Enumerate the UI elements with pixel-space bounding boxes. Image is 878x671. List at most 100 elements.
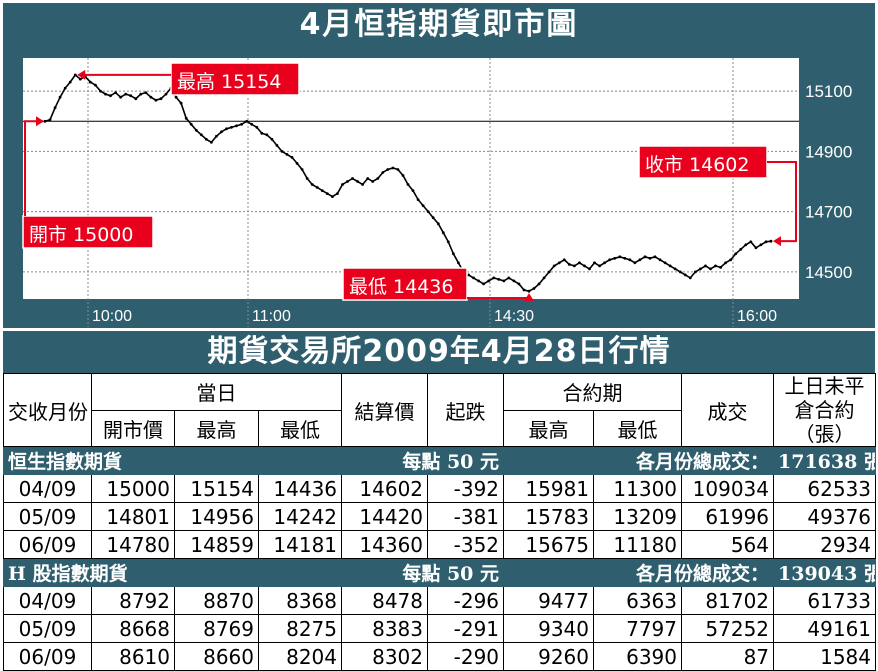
price-point (119, 95, 122, 99)
section-name: 恒生指數期貨 (2, 446, 343, 475)
price-point (749, 240, 753, 244)
table-cell: 9340 (503, 614, 595, 643)
price-point (623, 256, 627, 260)
price-point (386, 168, 390, 171)
price-point (729, 258, 733, 262)
close-box (638, 145, 768, 179)
price-point (189, 122, 193, 126)
price-point (376, 177, 380, 180)
price-point (578, 261, 581, 265)
price-point (583, 264, 586, 268)
price-point (502, 279, 506, 283)
price-point (356, 180, 359, 183)
close-arrowhead (773, 236, 781, 247)
price-point (633, 261, 637, 265)
price-point (381, 171, 385, 174)
price-point (215, 134, 218, 138)
table-cell: 15981 (503, 474, 595, 503)
header-low: 最低 (257, 409, 343, 447)
price-point (149, 95, 153, 99)
intraday-chart: 10:00 11:00 14:30 16:00 15100 14900 14700 14500… (22, 58, 852, 327)
price-point (482, 282, 485, 286)
price-point (704, 264, 707, 268)
price-point (608, 258, 612, 262)
price-point (411, 189, 415, 193)
price-point (73, 73, 77, 77)
price-point (109, 94, 112, 98)
table-cell: 8769 (174, 614, 259, 643)
price-point (512, 279, 516, 283)
price-point (497, 278, 501, 281)
table-cell: -296 (427, 586, 505, 615)
table-cell: 61733 (773, 586, 877, 615)
table-cell: 14780 (91, 530, 175, 559)
price-point (694, 270, 697, 274)
price-point (225, 127, 228, 131)
futures-table: 交收月份 當日 結算價 起跌 合約期 成交 上日未平倉合約（張） 開市價 最高 … (2, 373, 877, 671)
table-title: 期貨交易所2009年4月28日行情 (3, 331, 875, 373)
price-point (709, 267, 712, 271)
price-point (204, 137, 208, 141)
row-month: 05/09 (3, 614, 92, 643)
price-point (537, 282, 541, 286)
price-point (43, 119, 47, 123)
header-settle: 結算價 (341, 373, 429, 447)
table-cell: 61996 (681, 502, 775, 531)
price-point (68, 80, 72, 84)
price-point (63, 86, 67, 90)
price-point (310, 183, 314, 186)
price-point (643, 255, 647, 259)
open-label: 開市 15000 (29, 224, 133, 246)
price-point (653, 255, 657, 259)
price-point (174, 95, 178, 99)
price-point (492, 276, 496, 280)
close-label: 收市 14602 (645, 154, 749, 176)
price-point (104, 92, 107, 96)
table-cell: 7797 (593, 614, 683, 643)
section-unit: 每點 50 元 (341, 558, 505, 587)
table-cell: 2934 (773, 530, 877, 559)
price-point (557, 261, 561, 265)
price-point (270, 137, 274, 141)
price-point (235, 124, 239, 128)
table-row: 04/09 15000 15154 14436 14602 -392 15981 11300 1… (3, 474, 877, 503)
low-box (342, 267, 468, 301)
price-point (426, 210, 430, 214)
price-point (598, 264, 601, 268)
price-point (336, 192, 339, 196)
price-point (48, 118, 52, 122)
high-arrowhead (77, 69, 86, 80)
price-point (164, 92, 168, 96)
price-point (341, 183, 344, 186)
open-arrowhead (36, 116, 44, 127)
price-point (199, 133, 203, 137)
header-change: 起跌 (427, 373, 505, 447)
price-point (220, 130, 223, 134)
price-point (240, 122, 244, 126)
table-cell: 62533 (773, 474, 877, 503)
price-point (361, 183, 364, 186)
price-point (245, 119, 249, 123)
price-point (567, 263, 571, 266)
price-point (719, 266, 722, 269)
price-point (573, 264, 576, 268)
section-row: H 股指數期貨 每點 50 元各月份總成交： 139043 張 (2, 558, 877, 587)
price-point (159, 97, 163, 101)
price-point (300, 168, 304, 171)
x-tick-label: 11:00 (252, 308, 291, 325)
row-month: 04/09 (3, 474, 92, 503)
table-row: 05/09 8668 8769 8275 8383 -291 9340 7797 57252 49… (3, 614, 877, 643)
price-point (325, 192, 329, 196)
price-point (744, 243, 748, 247)
price-point (683, 273, 687, 277)
section-name: H 股指數期貨 (2, 558, 343, 587)
price-point (522, 288, 526, 292)
price-point (295, 162, 299, 165)
price-point (724, 261, 727, 265)
price-point (285, 153, 289, 156)
price-point (396, 168, 400, 171)
price-point (331, 195, 334, 199)
table-cell: 13209 (593, 502, 683, 531)
price-point (688, 276, 692, 280)
table-row: 05/09 14801 14956 14242 14420 -381 15783 13209 6… (3, 502, 877, 531)
